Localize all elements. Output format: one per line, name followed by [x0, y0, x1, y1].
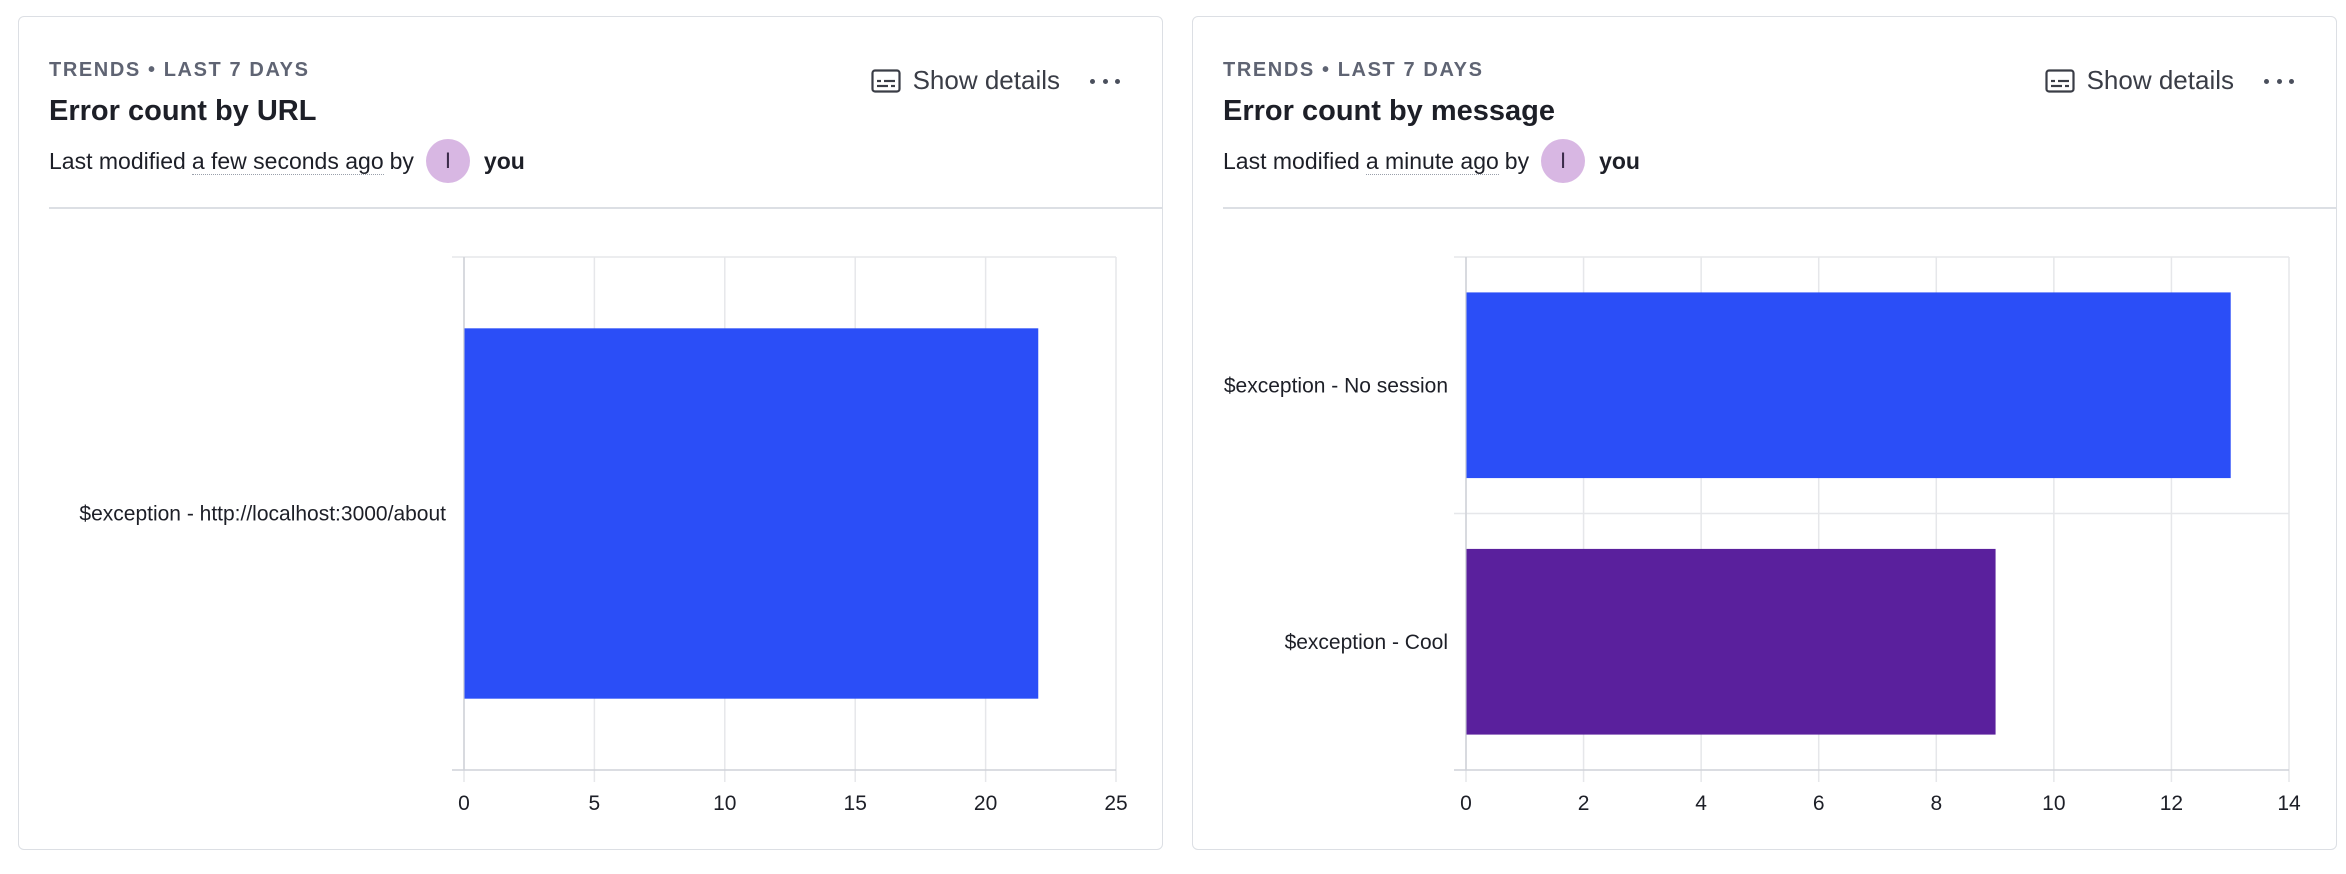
more-options-button[interactable]: [1090, 75, 1120, 87]
category-label: $exception - Cool: [1285, 631, 1448, 654]
more-options-button[interactable]: [2264, 75, 2294, 87]
bar: [1466, 548, 1996, 735]
bar-chart-error-count-by-url: 0 5 10 15 20 25 $exception - http://localhost:…: [79, 256, 1128, 815]
card-header: TRENDS • LAST 7 DAYS Error count by URL …: [19, 17, 1162, 209]
last-modified-by: by: [389, 147, 414, 174]
x-tick-label: 5: [589, 792, 601, 815]
show-details-button[interactable]: Show details: [2044, 65, 2234, 96]
x-tick-label: 12: [2160, 792, 2183, 815]
user-name: you: [1599, 147, 1640, 174]
last-modified-by: by: [1504, 147, 1530, 174]
bar-chart-error-count-by-message: 0 2 4 6 8 10 12 14 $exception - No session $excep…: [1224, 256, 2301, 815]
x-tick-label: 2: [1578, 792, 1590, 815]
insight-type-label: TRENDS • LAST 7 DAYS: [49, 59, 310, 81]
last-modified-info: Last modified a minute ago by I you: [1223, 139, 1640, 183]
x-tick-label: 10: [713, 792, 736, 815]
x-tick-label: 25: [1104, 792, 1127, 815]
insight-title[interactable]: Error count by message: [1223, 95, 1555, 127]
last-modified-prefix: Last modified: [49, 147, 186, 174]
header-divider: [49, 207, 1162, 209]
card-header: TRENDS • LAST 7 DAYS Error count by mess…: [1193, 17, 2336, 209]
more-horizontal-icon: [1090, 78, 1095, 84]
x-tick-label: 4: [1695, 792, 1707, 815]
x-tick-label: 15: [844, 792, 867, 815]
x-tick-label: 0: [458, 792, 470, 815]
last-modified-info: Last modified a few seconds ago by I you: [49, 139, 525, 183]
avatar: I: [1541, 139, 1586, 183]
show-details-label: Show details: [2086, 65, 2234, 95]
more-horizontal-icon: [2264, 78, 2269, 84]
caption-icon: [2044, 68, 2075, 93]
last-modified-time[interactable]: a minute ago: [1365, 147, 1499, 175]
x-tick-label: 10: [2042, 792, 2065, 815]
show-details-label: Show details: [912, 65, 1060, 95]
header-divider: [1223, 207, 2336, 209]
avatar: I: [425, 139, 470, 183]
category-label: $exception - http://localhost:3000/about: [79, 503, 446, 526]
x-tick-label: 8: [1930, 792, 1942, 815]
x-tick-label: 20: [974, 792, 997, 815]
show-details-button[interactable]: Show details: [870, 65, 1060, 96]
insight-card-error-count-by-url: TRENDS • LAST 7 DAYS Error count by URL …: [18, 16, 1163, 850]
insight-title[interactable]: Error count by URL: [49, 95, 317, 127]
x-tick-label: 6: [1813, 792, 1825, 815]
insight-type-label: TRENDS • LAST 7 DAYS: [1223, 59, 1484, 81]
bar: [464, 328, 1039, 699]
last-modified-prefix: Last modified: [1223, 147, 1360, 174]
x-tick-label: 0: [1460, 792, 1472, 815]
insight-card-error-count-by-message: TRENDS • LAST 7 DAYS Error count by mess…: [1192, 16, 2337, 850]
category-label: $exception - No session: [1224, 374, 1448, 397]
bar: [1466, 292, 2231, 479]
user-name: you: [483, 147, 525, 174]
last-modified-time[interactable]: a few seconds ago: [191, 147, 384, 175]
caption-icon: [870, 68, 901, 93]
x-tick-label: 14: [2277, 792, 2301, 815]
